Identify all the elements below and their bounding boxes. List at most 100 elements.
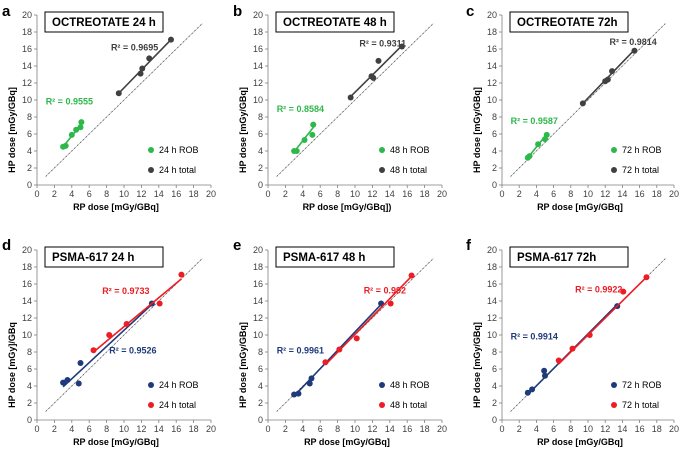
- r-squared-label: R² = 0.9587: [511, 116, 558, 126]
- y-tick-label: 12: [253, 78, 263, 88]
- x-tick-label: 10: [583, 424, 593, 434]
- y-tick-label: 0: [27, 180, 32, 190]
- series-total: R² = 0.9733: [90, 271, 185, 354]
- y-tick-label: 10: [253, 330, 263, 340]
- series-total: R² = 0.992: [322, 272, 415, 366]
- y-axis-label: HP dose [mGy]/GBq: [7, 322, 17, 408]
- y-tick-label: 12: [22, 313, 32, 323]
- x-tick-label: 14: [154, 189, 164, 199]
- y-tick-label: 10: [22, 95, 32, 105]
- legend-label: 48 h ROB: [390, 145, 430, 155]
- data-point: [178, 271, 185, 278]
- title-box: [509, 11, 629, 33]
- r-squared-label: R² = 0.9922: [575, 285, 622, 295]
- y-tick-label: 6: [27, 364, 32, 374]
- data-point: [293, 148, 300, 154]
- x-tick-label: 18: [420, 424, 430, 434]
- legend-label: 24 h ROB: [159, 145, 199, 155]
- y-tick-label: 14: [487, 296, 497, 306]
- x-tick-label: 8: [335, 189, 340, 199]
- y-tick-label: 2: [492, 398, 497, 408]
- data-point: [167, 36, 174, 43]
- x-tick-label: 10: [119, 189, 129, 199]
- x-tick-label: 18: [652, 424, 662, 434]
- y-tick-label: 20: [253, 10, 263, 20]
- chart-title: PSMA-617 24 h: [52, 252, 134, 264]
- legend-marker: [148, 167, 154, 173]
- data-point: [347, 94, 354, 101]
- x-tick-label: 12: [600, 189, 610, 199]
- y-tick-label: 4: [492, 146, 497, 156]
- x-tick-label: 4: [534, 189, 539, 199]
- data-point: [398, 43, 405, 50]
- r-squared-label: R² = 0.9695: [111, 43, 158, 53]
- data-point: [62, 142, 69, 149]
- y-tick-label: 4: [27, 146, 32, 156]
- x-tick-label: 10: [350, 424, 360, 434]
- y-tick-label: 4: [27, 381, 32, 391]
- r-squared-label: R² = 0.9526: [109, 346, 156, 356]
- x-tick-label: 14: [154, 424, 164, 434]
- x-tick-label: 18: [420, 189, 430, 199]
- chart-panel-b: b 0 2 4 6 8 10 12 14 16 18 20 0 2 4 6 8 10 12 14 16 18 20 RP do…: [233, 3, 447, 212]
- data-point: [609, 68, 616, 75]
- y-tick-label: 16: [22, 44, 32, 54]
- y-tick-label: 4: [258, 146, 263, 156]
- data-point: [78, 119, 85, 126]
- data-point: [90, 347, 97, 354]
- x-tick-label: 12: [600, 424, 610, 434]
- x-tick-label: 16: [402, 189, 412, 199]
- data-point: [336, 346, 343, 353]
- x-axis-label: RP dose [mGy/GBq]: [537, 437, 623, 447]
- y-tick-label: 20: [22, 245, 32, 255]
- x-tick-label: 6: [318, 424, 323, 434]
- x-tick-label: 2: [52, 189, 57, 199]
- data-point: [73, 126, 80, 133]
- y-tick-label: 8: [258, 112, 263, 122]
- panel-letter: c: [466, 3, 474, 20]
- data-point: [309, 131, 316, 138]
- x-tick-label: 14: [385, 424, 395, 434]
- y-tick-label: 2: [27, 398, 32, 408]
- r-squared-label: R² = 0.9733: [102, 286, 149, 296]
- identity-line-core: [276, 23, 434, 177]
- data-point: [77, 124, 84, 131]
- r-squared-label: R² = 0.9311: [359, 38, 406, 48]
- legend-label: 48 h ROB: [390, 380, 430, 390]
- x-tick-label: 12: [367, 189, 377, 199]
- legend-marker: [611, 167, 617, 173]
- x-tick-label: 6: [318, 189, 323, 199]
- r-squared-label: R² = 0.992: [364, 285, 406, 295]
- legend-marker: [379, 147, 385, 153]
- x-tick-label: 14: [385, 189, 395, 199]
- legend-label: 24 h ROB: [159, 380, 199, 390]
- y-tick-label: 6: [492, 364, 497, 374]
- y-tick-label: 0: [258, 415, 263, 425]
- x-tick-label: 0: [34, 189, 39, 199]
- y-tick-label: 4: [492, 381, 497, 391]
- x-tick-label: 8: [104, 424, 109, 434]
- x-tick-label: 10: [583, 189, 593, 199]
- y-tick-label: 18: [487, 27, 497, 37]
- data-point: [604, 76, 611, 83]
- x-tick-label: 10: [119, 424, 129, 434]
- y-tick-label: 20: [22, 10, 32, 20]
- x-tick-label: 6: [551, 424, 556, 434]
- x-tick-label: 10: [350, 189, 360, 199]
- series-rob: R² = 0.9961: [277, 300, 385, 398]
- x-tick-label: 6: [87, 424, 92, 434]
- y-tick-label: 14: [22, 61, 32, 71]
- y-tick-label: 20: [487, 10, 497, 20]
- x-tick-label: 18: [652, 189, 662, 199]
- x-axis-label: RP dose [mGy/GBq]: [537, 202, 623, 212]
- identity-line-core: [45, 23, 203, 177]
- y-tick-label: 2: [492, 163, 497, 173]
- chart-title: PSMA-617 48 h: [283, 252, 365, 264]
- x-tick-label: 0: [34, 424, 39, 434]
- data-point: [137, 70, 144, 77]
- x-tick-label: 12: [367, 424, 377, 434]
- data-point: [64, 377, 71, 384]
- y-tick-label: 2: [258, 163, 263, 173]
- legend-marker: [148, 382, 154, 388]
